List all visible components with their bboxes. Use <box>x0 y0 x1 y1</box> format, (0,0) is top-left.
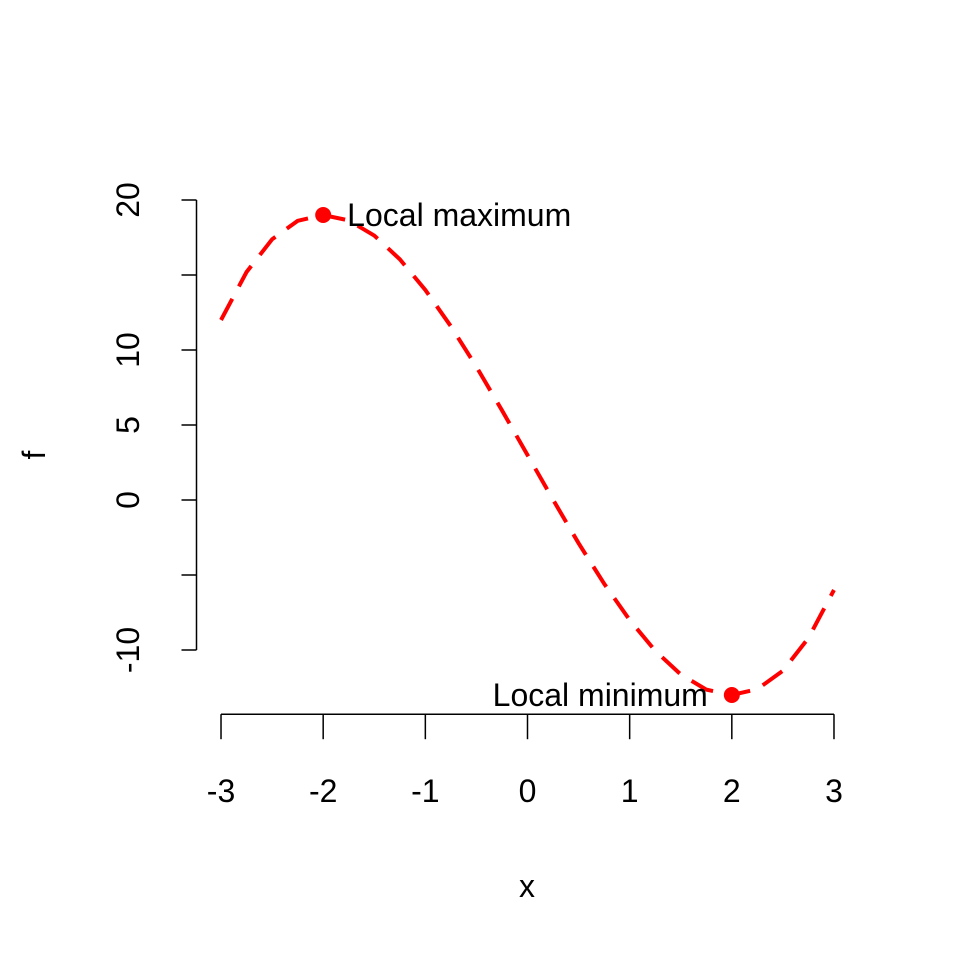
y-axis-label: f <box>16 450 52 459</box>
y-tick-label: 10 <box>110 332 146 368</box>
x-tick-label: -3 <box>207 773 235 809</box>
x-tick-label: 2 <box>723 773 741 809</box>
y-tick-label: 20 <box>110 182 146 218</box>
x-tick-label: 1 <box>621 773 639 809</box>
x-tick-label: 0 <box>519 773 537 809</box>
x-tick-label: 3 <box>825 773 843 809</box>
extremum-point <box>315 207 332 223</box>
extremum-point <box>723 687 740 703</box>
point-annotation: Local minimum <box>493 677 708 713</box>
y-tick-label: -10 <box>110 627 146 673</box>
x-axis-label: x <box>519 868 535 904</box>
x-tick-label: -1 <box>411 773 439 809</box>
y-tick-label: 5 <box>110 416 146 434</box>
y-tick-label: 0 <box>110 491 146 509</box>
x-tick-label: -2 <box>309 773 337 809</box>
curve <box>219 212 836 698</box>
point-annotation: Local maximum <box>347 197 571 233</box>
